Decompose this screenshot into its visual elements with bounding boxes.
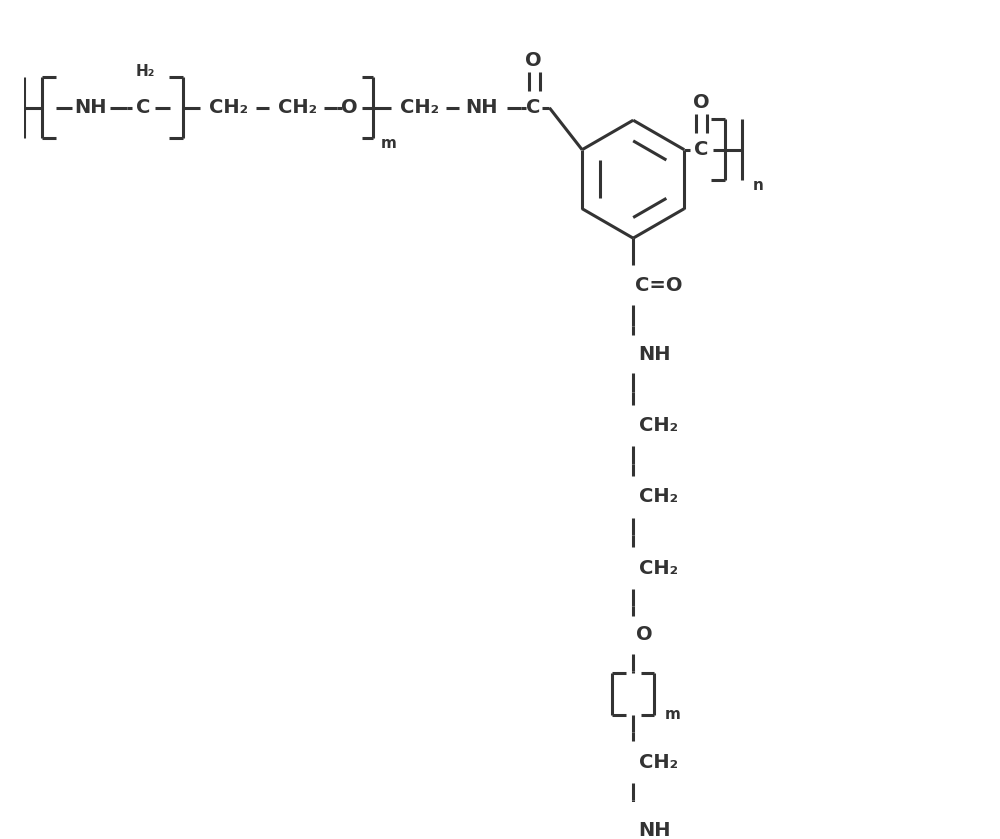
- Text: H₂: H₂: [136, 65, 155, 79]
- Text: CH₂: CH₂: [639, 487, 678, 507]
- Text: m: m: [381, 137, 397, 152]
- Text: O: O: [636, 625, 653, 644]
- Text: CH₂: CH₂: [639, 416, 678, 435]
- Text: CH₂: CH₂: [400, 98, 439, 117]
- Text: CH₂: CH₂: [639, 559, 678, 578]
- Text: CH₂: CH₂: [278, 98, 317, 117]
- Text: NH: NH: [638, 345, 670, 364]
- Text: C=O: C=O: [635, 276, 683, 295]
- Text: CH₂: CH₂: [209, 98, 248, 117]
- Text: C: C: [526, 98, 540, 117]
- Text: NH: NH: [466, 98, 498, 117]
- Text: C: C: [694, 140, 709, 159]
- Text: O: O: [525, 51, 542, 70]
- Text: m: m: [665, 707, 681, 722]
- Text: CH₂: CH₂: [639, 753, 678, 772]
- Text: O: O: [693, 92, 710, 112]
- Text: O: O: [341, 98, 358, 117]
- Text: NH: NH: [75, 98, 107, 117]
- Text: n: n: [753, 179, 764, 193]
- Text: NH: NH: [638, 821, 670, 839]
- Text: C: C: [136, 98, 150, 117]
